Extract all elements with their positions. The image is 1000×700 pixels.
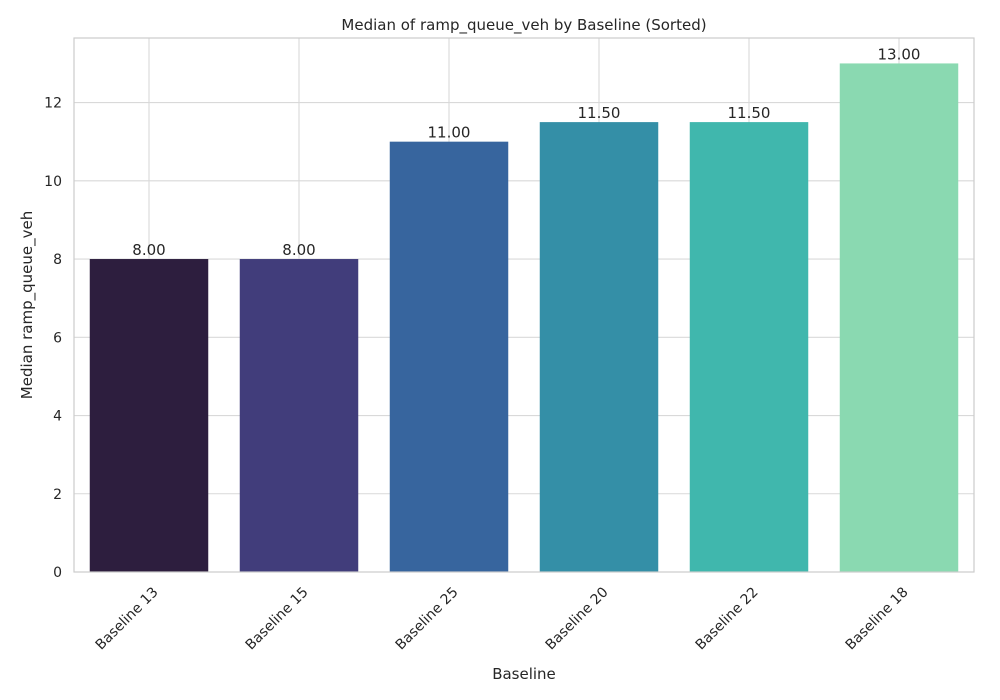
bar	[689, 122, 809, 572]
bar-value-label: 11.50	[728, 104, 771, 122]
y-tick-label: 0	[53, 565, 62, 581]
y-tick-label: 2	[53, 487, 62, 503]
grid-lines	[74, 38, 974, 573]
x-tick-label: Baseline 13	[93, 584, 162, 653]
x-tick-label: Baseline 15	[243, 584, 312, 653]
y-tick-label: 10	[44, 174, 62, 190]
x-tick-label: Baseline 18	[843, 584, 912, 653]
bar	[389, 141, 509, 572]
bar-value-label: 13.00	[878, 45, 921, 63]
plot-frame	[73, 37, 975, 573]
bar	[539, 122, 659, 572]
y-tick-label: 12	[44, 96, 62, 112]
chart-title: Median of ramp_queue_veh by Baseline (So…	[341, 16, 706, 35]
y-tick-label: 4	[53, 409, 62, 425]
bar-value-label: 11.00	[428, 124, 471, 142]
bar-value-labels: 8.00 8.00 11.00 11.50 11.50 13.00	[132, 45, 920, 259]
bar	[89, 259, 209, 572]
x-axis-label: Baseline	[492, 665, 556, 683]
y-tick-label: 6	[53, 330, 62, 346]
y-axis-label: Median ramp_queue_veh	[18, 211, 37, 399]
x-tick-label: Baseline 22	[693, 584, 762, 653]
bar	[239, 259, 359, 572]
bar	[839, 63, 959, 573]
bar-value-label: 8.00	[282, 241, 315, 259]
y-tick-label: 8	[53, 252, 62, 268]
x-tick-label: Baseline 20	[543, 584, 612, 653]
bar-value-label: 11.50	[578, 104, 621, 122]
x-tick-label: Baseline 25	[393, 584, 462, 653]
bar-value-label: 8.00	[132, 241, 165, 259]
bars	[89, 63, 959, 573]
